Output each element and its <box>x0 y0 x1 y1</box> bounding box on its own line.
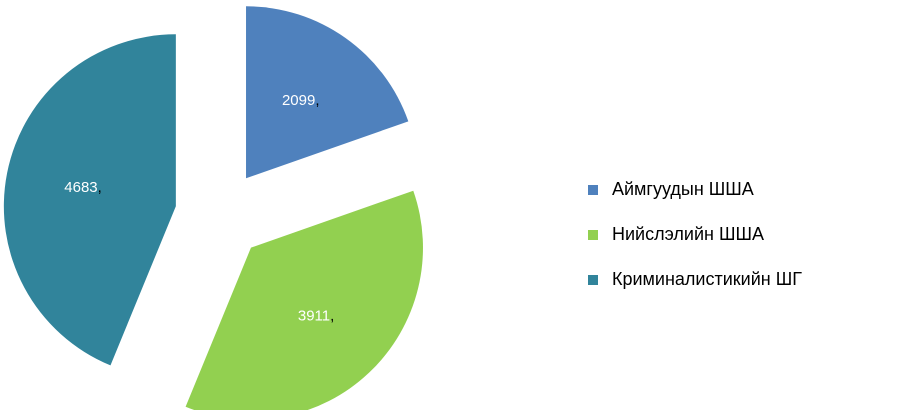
pie-slice <box>3 34 176 366</box>
legend-label: Аймгуудын ШША <box>612 179 754 199</box>
data-label-sep: , <box>315 92 319 109</box>
legend-swatch <box>588 230 598 240</box>
data-label-sep: , <box>330 307 334 324</box>
legend-label: Нийслэлийн ШША <box>612 224 764 244</box>
pie-slice <box>185 190 423 410</box>
data-label-number: 4683 <box>64 179 97 196</box>
legend-swatch <box>588 275 598 285</box>
data-label-number: 3911 <box>298 307 330 324</box>
data-label-number: 2099 <box>282 92 315 109</box>
data-label: 2099, <box>282 92 320 109</box>
data-label-sep: , <box>98 179 102 196</box>
pie-slice <box>246 6 409 179</box>
legend-swatch <box>588 185 598 195</box>
data-label: 3911, <box>298 307 334 324</box>
data-label: 4683, <box>64 179 102 196</box>
legend-label: Криминалистикийн ШГ <box>612 269 802 289</box>
